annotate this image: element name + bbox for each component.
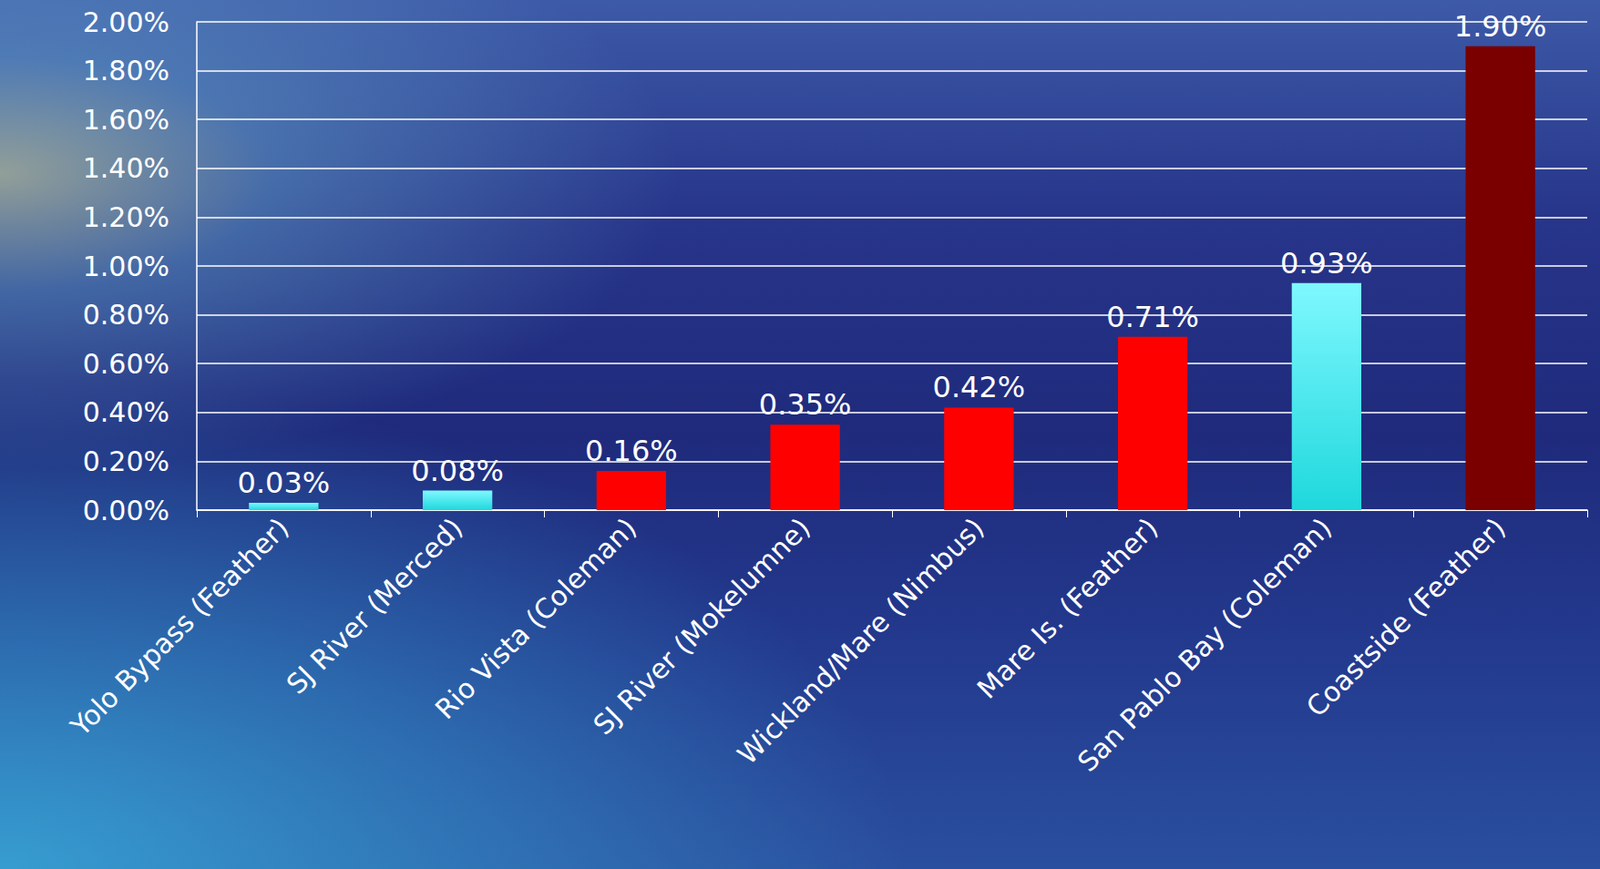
svg-text:San Pablo Bay (Coleman): San Pablo Bay (Coleman) xyxy=(1071,512,1338,779)
svg-text:0.42%: 0.42% xyxy=(933,369,1026,405)
svg-text:Yolo Bypass (Feather): Yolo Bypass (Feather) xyxy=(63,512,296,744)
svg-text:1.60%: 1.60% xyxy=(82,103,170,136)
svg-text:Rio Vista (Coleman): Rio Vista (Coleman) xyxy=(429,512,643,726)
svg-text:0.08%: 0.08% xyxy=(410,453,504,489)
svg-text:0.80%: 0.80% xyxy=(82,298,170,331)
svg-text:0.00%: 0.00% xyxy=(82,494,170,527)
svg-text:1.90%: 1.90% xyxy=(1454,9,1548,44)
svg-text:SJ River (Mokelumne): SJ River (Mokelumne) xyxy=(587,511,817,742)
svg-text:2.00%: 2.00% xyxy=(82,6,170,39)
svg-text:Wickland/Mare (Nimbus): Wickland/Mare (Nimbus) xyxy=(731,512,991,771)
svg-text:0.20%: 0.20% xyxy=(82,445,170,478)
svg-text:0.71%: 0.71% xyxy=(1106,299,1200,335)
svg-text:Coastside (Feather): Coastside (Feather) xyxy=(1300,512,1512,724)
svg-text:0.60%: 0.60% xyxy=(82,348,170,380)
svg-text:0.35%: 0.35% xyxy=(758,387,852,422)
svg-text:0.16%: 0.16% xyxy=(584,433,678,469)
svg-text:0.03%: 0.03% xyxy=(237,465,331,501)
svg-text:0.93%: 0.93% xyxy=(1280,246,1374,281)
svg-text:1.00%: 1.00% xyxy=(82,250,170,283)
svg-text:1.80%: 1.80% xyxy=(82,54,170,87)
svg-text:0.40%: 0.40% xyxy=(82,396,170,429)
svg-text:1.40%: 1.40% xyxy=(82,152,170,185)
svg-text:Mare Is. (Feather): Mare Is. (Feather) xyxy=(971,512,1165,706)
svg-text:SJ River (Merced): SJ River (Merced) xyxy=(279,512,469,701)
svg-text:1.20%: 1.20% xyxy=(82,201,170,234)
